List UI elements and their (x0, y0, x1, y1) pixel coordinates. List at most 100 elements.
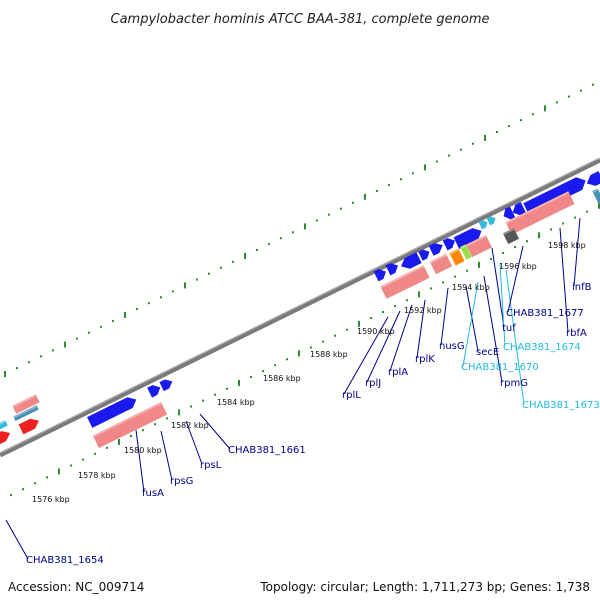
tick-mark (364, 193, 366, 200)
gene-label: rplK (415, 354, 435, 365)
rna-feature (466, 234, 492, 258)
cds-feature (87, 397, 137, 428)
cds-feature-shape (0, 420, 8, 430)
tick-mark (82, 458, 84, 461)
tick-mark (304, 223, 306, 230)
tick-mark (412, 172, 414, 175)
rna-feature (449, 248, 465, 266)
gene-label: rbfA (566, 328, 587, 339)
tick-mark (40, 355, 42, 358)
tick-mark (262, 370, 264, 373)
cds-feature-shape (385, 263, 398, 276)
label-connector (135, 429, 145, 493)
cds-feature (502, 227, 520, 245)
rna-feature-shape (380, 265, 430, 299)
tick-mark (466, 269, 468, 272)
tick-mark (472, 142, 474, 145)
cds-feature-shape (502, 227, 520, 245)
tick-mark (508, 125, 510, 128)
tick-label: 1592 kbp (404, 306, 442, 315)
gene-label: rplA (388, 367, 408, 378)
tick-mark (550, 228, 552, 231)
tick-mark (514, 246, 516, 249)
cds-feature (147, 385, 161, 398)
tick-mark (196, 278, 198, 281)
gene-label: rplL (342, 390, 361, 401)
cds-feature (428, 243, 443, 256)
tick-mark (538, 232, 540, 239)
gene-label: CHAB381_1674 (503, 342, 581, 353)
accession-text: Accession: NC_009714 (8, 580, 145, 594)
tick-mark (496, 130, 498, 133)
cds-feature-shape (159, 379, 173, 392)
label-connector (199, 413, 231, 450)
cds-feature-shape (401, 252, 422, 269)
rna-feature-shape (505, 191, 575, 235)
tick-mark (556, 101, 558, 104)
rna-feature-highlight (92, 401, 162, 438)
tick-mark (430, 287, 432, 290)
cds-feature-highlight (13, 405, 38, 419)
tick-mark (4, 371, 6, 378)
tick-mark (286, 358, 288, 361)
gene-label: nusG (439, 341, 465, 352)
cds-feature-shape (486, 216, 496, 226)
gene-label: CHAB381_1673 (522, 400, 600, 411)
tick-mark (406, 299, 408, 302)
tick-mark (298, 350, 300, 357)
label-connector (343, 316, 389, 395)
label-connector (507, 245, 524, 313)
tick-mark (118, 438, 120, 445)
tick-label: 1580 kbp (124, 446, 162, 455)
cds-feature-shape (418, 249, 430, 261)
cds-feature (159, 379, 173, 392)
cds-feature-highlight (502, 227, 515, 236)
tick-mark (436, 160, 438, 163)
tick-mark (88, 331, 90, 334)
cds-feature-highlight (592, 188, 599, 193)
tick-mark (586, 210, 588, 213)
tick-mark (232, 260, 234, 263)
cds-feature (503, 206, 516, 220)
cds-feature-shape (18, 418, 39, 435)
label-connector (505, 269, 525, 405)
cds-feature-shape (453, 228, 482, 250)
tick-mark (322, 340, 324, 343)
tick-mark (274, 364, 276, 367)
label-connector (573, 217, 581, 287)
tick-mark (178, 409, 180, 416)
tick-mark (52, 349, 54, 352)
tick-mark (154, 423, 156, 426)
tick-labels: 1576 kbp 1578 kbp 1580 kbp 1582 kbp 1584 kbp… (32, 241, 586, 504)
tick-mark (394, 305, 396, 308)
tick-mark (100, 325, 102, 328)
tick-label: 1588 kbp (310, 350, 348, 359)
tick-mark (346, 328, 348, 331)
label-connector (499, 263, 506, 347)
tick-label: 1590 kbp (357, 327, 395, 336)
rna-feature-shape (449, 248, 465, 266)
tick-mark (424, 164, 426, 171)
rna-feature (429, 253, 453, 275)
tick-mark (268, 243, 270, 246)
tick-mark (490, 257, 492, 260)
tick-mark (70, 464, 72, 467)
cds-feature-shape (428, 243, 443, 256)
tick-mark (520, 119, 522, 122)
tick-mark (34, 482, 36, 485)
gene-labels: CHAB381_1654 fusA rpsG rpsL CHAB381_1661 rplL… (26, 282, 600, 566)
label-connector (440, 287, 449, 346)
genome-backbone (0, 157, 600, 458)
tick-mark (592, 83, 594, 86)
tick-mark (580, 89, 582, 92)
gene-label: CHAB381_1670 (461, 362, 539, 373)
rna-feature-highlight (12, 394, 37, 408)
tick-mark (10, 494, 12, 497)
cds-feature (592, 188, 600, 204)
tick-mark (544, 105, 546, 112)
tick-mark (136, 308, 138, 311)
tick-label: 1576 kbp (32, 495, 70, 504)
tick-mark (160, 296, 162, 299)
tick-mark (388, 184, 390, 187)
tick-mark (418, 291, 420, 298)
